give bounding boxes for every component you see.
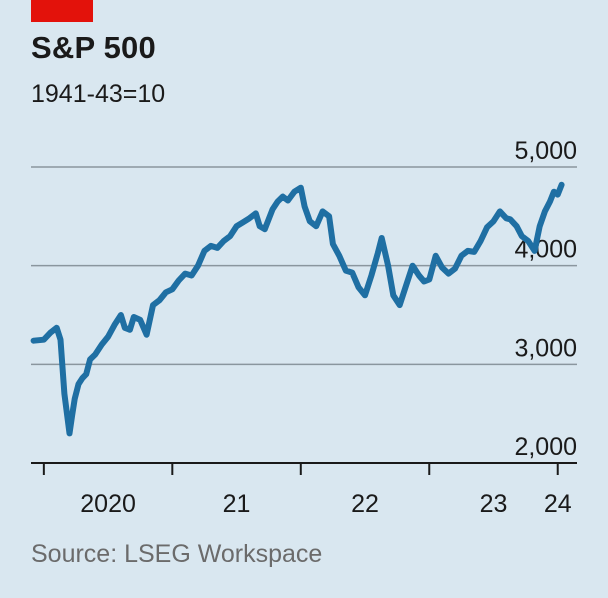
chart-subtitle: 1941-43=10	[31, 80, 166, 108]
x-tick-label: 24	[544, 490, 572, 518]
x-axis	[31, 462, 577, 475]
x-tick-label: 23	[480, 490, 508, 518]
brand-red-tag	[31, 0, 93, 22]
y-tick-label: 2,000	[514, 433, 577, 461]
y-tick-label: 3,000	[514, 334, 577, 362]
source-note: Source: LSEG Workspace	[31, 540, 323, 568]
series-line	[30, 181, 565, 437]
x-tick-label: 22	[351, 490, 379, 518]
x-tick-label: 21	[223, 490, 251, 518]
x-axis-labels: 2020 21 22 23 24	[80, 490, 571, 518]
y-tick-label: 5,000	[514, 137, 577, 165]
chart-title: S&P 500	[31, 30, 156, 65]
x-tick-label: 2020	[80, 490, 136, 518]
gridlines	[31, 166, 577, 366]
series-group	[30, 181, 565, 437]
